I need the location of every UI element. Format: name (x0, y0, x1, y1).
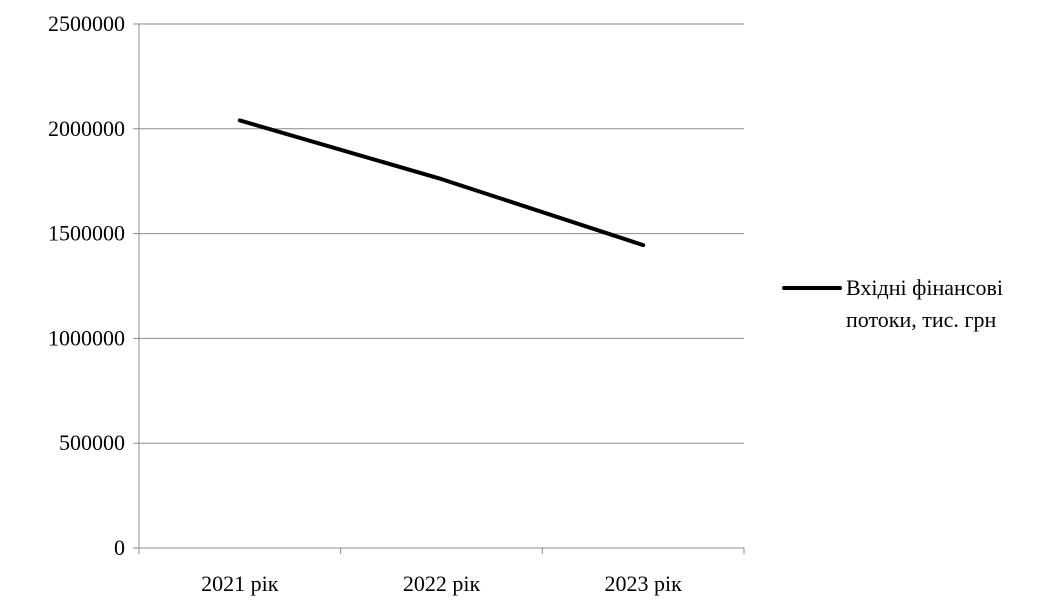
y-tick-labels: 0 500000 1000000 1500000 2000000 2500000 (48, 11, 125, 560)
axes (133, 23, 745, 554)
legend: Вхідні фінансові потоки, тис. грн (782, 275, 1003, 332)
legend-label: Вхідні фінансові (846, 275, 1003, 300)
x-tick-label: 2022 рік (403, 571, 481, 596)
series-lines (237, 118, 646, 248)
legend-label: потоки, тис. грн (846, 307, 996, 332)
x-tick-label: 2021 рік (201, 571, 279, 596)
y-tick-label: 2500000 (48, 11, 125, 36)
y-tick-label: 1000000 (48, 325, 125, 350)
gridlines (139, 23, 744, 444)
x-tick-labels: 2021 рік 2022 рік 2023 рік (201, 571, 682, 596)
y-tick-label: 0 (114, 535, 125, 560)
y-tick-label: 1500000 (48, 221, 125, 246)
y-tick-label: 500000 (59, 430, 125, 455)
x-tick-label: 2023 рік (605, 571, 683, 596)
y-tick-label: 2000000 (48, 116, 125, 141)
series-line (237, 118, 646, 248)
